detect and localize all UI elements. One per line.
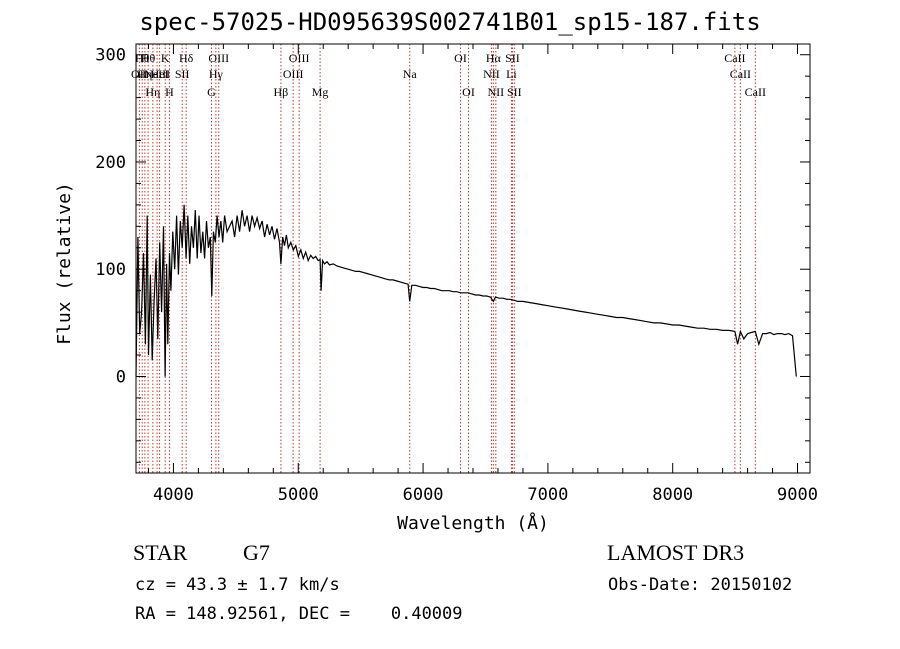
line-marker-label: CaII bbox=[730, 67, 751, 81]
line-marker-label: NII bbox=[483, 67, 500, 81]
line-marker-label: Hη bbox=[145, 85, 160, 99]
x-tick-label: 4000 bbox=[153, 485, 194, 505]
line-marker-label: Hγ bbox=[209, 67, 224, 81]
line-marker-label: NII bbox=[488, 85, 505, 99]
y-tick-label: 300 bbox=[95, 46, 126, 66]
line-marker-label: Hθ bbox=[135, 51, 150, 65]
x-tick-label: 5000 bbox=[278, 485, 319, 505]
line-marker-label: Hβ bbox=[274, 85, 289, 99]
flux-series-line bbox=[135, 204, 797, 377]
line-marker-label: SII bbox=[175, 67, 190, 81]
object-subclass: G7 bbox=[243, 540, 270, 565]
line-marker-label: OIII bbox=[289, 51, 310, 65]
line-marker-label: Hα bbox=[486, 51, 502, 65]
line-marker-label: Na bbox=[403, 67, 418, 81]
x-axis-label: Wavelength (Å) bbox=[397, 512, 549, 534]
line-marker-label: Li bbox=[506, 67, 517, 81]
line-marker-label: SII bbox=[507, 85, 522, 99]
chart-title: spec-57025-HD095639S002741B01_sp15-187.f… bbox=[139, 8, 761, 36]
y-tick-label: 0 bbox=[116, 367, 126, 387]
radec-readout: RA = 148.92561, DEC = 0.40009 bbox=[135, 604, 463, 624]
line-marker-label: Hθ bbox=[141, 51, 156, 65]
redshift-readout: cz = 43.3 ± 1.7 km/s bbox=[135, 575, 340, 595]
line-marker-label: Hη bbox=[137, 67, 152, 81]
obs-date-readout: Obs-Date: 20150102 bbox=[608, 575, 793, 595]
line-marker-label: OIII bbox=[208, 51, 229, 65]
x-tick-label: 7000 bbox=[527, 485, 568, 505]
line-marker-label: Mg bbox=[312, 85, 329, 99]
line-marker-label: Hδ bbox=[179, 51, 194, 65]
y-tick-label: 100 bbox=[95, 260, 126, 280]
line-marker-label: OI bbox=[454, 51, 467, 65]
line-marker-label: G bbox=[207, 85, 216, 99]
line-marker-label: K bbox=[161, 51, 170, 65]
line-marker-label: SII bbox=[505, 51, 520, 65]
x-tick-label: 9000 bbox=[777, 485, 818, 505]
x-tick-label: 6000 bbox=[403, 485, 444, 505]
line-marker-label: HeI bbox=[151, 67, 169, 81]
line-marker-label: OI bbox=[462, 85, 475, 99]
line-marker-label: NeIII bbox=[144, 67, 170, 81]
y-tick-label: 200 bbox=[95, 153, 126, 173]
line-marker-label: OII bbox=[131, 67, 148, 81]
line-marker-label: CaII bbox=[745, 85, 766, 99]
line-marker-label: CaII bbox=[724, 51, 745, 65]
object-type: STAR bbox=[133, 540, 188, 565]
plot-frame bbox=[135, 43, 811, 474]
y-axis-label: Flux (relative) bbox=[54, 182, 75, 345]
line-marker-label: H bbox=[165, 85, 174, 99]
survey-name: LAMOST DR3 bbox=[607, 540, 745, 565]
line-marker-label: OIII bbox=[283, 67, 304, 81]
x-tick-label: 8000 bbox=[652, 485, 693, 505]
